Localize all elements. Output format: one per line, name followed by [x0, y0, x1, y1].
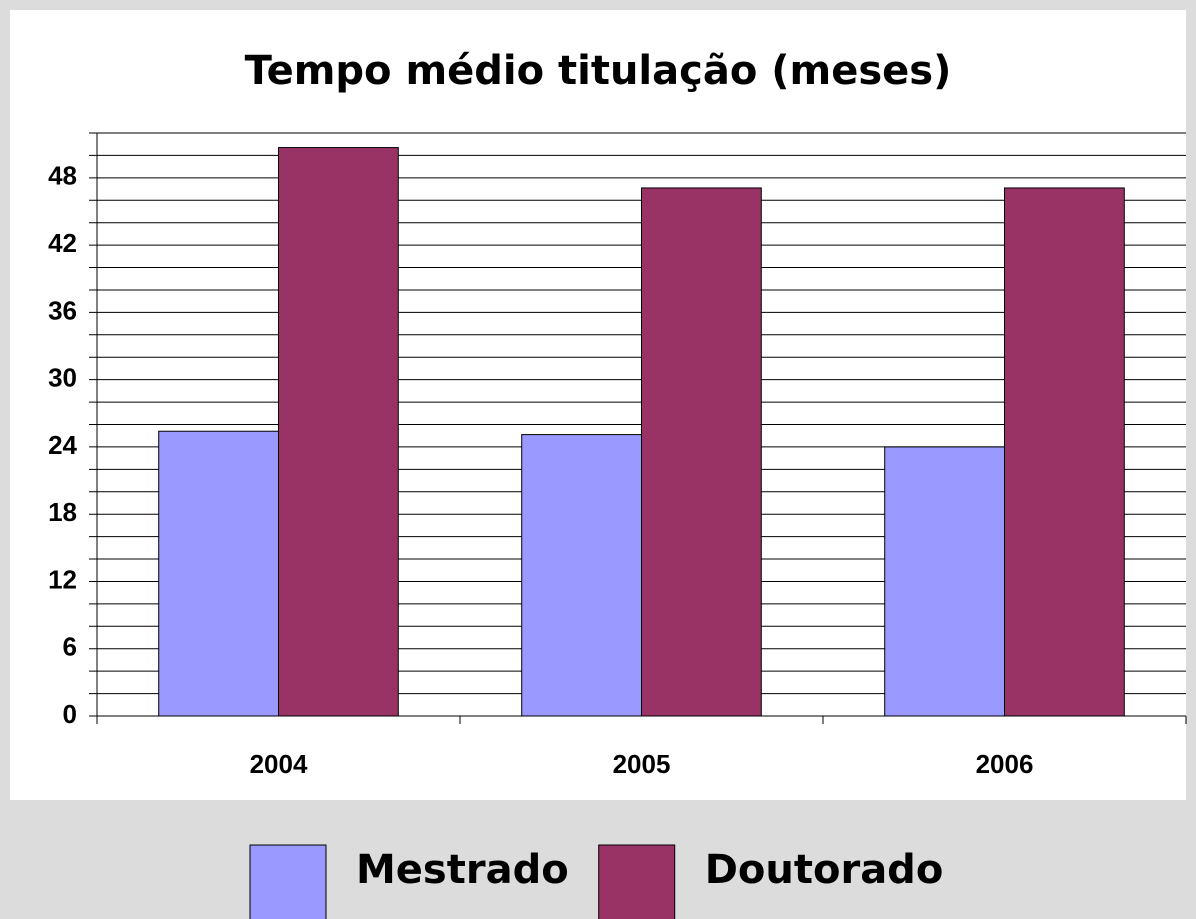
bar	[521, 434, 643, 717]
legend-swatch	[598, 844, 676, 919]
y-tick-label: 6	[63, 632, 77, 662]
y-tick-label: 18	[48, 497, 77, 527]
legend-swatch	[249, 844, 327, 919]
bar	[884, 446, 1006, 717]
bar	[641, 187, 762, 717]
y-tick-label: 36	[48, 295, 77, 325]
x-tick-label: 2004	[250, 749, 308, 779]
bar	[1004, 187, 1125, 717]
bar	[158, 430, 280, 717]
legend-label: Doutorado	[705, 847, 944, 893]
y-tick-label: 0	[63, 699, 77, 729]
y-tick-label: 12	[48, 564, 77, 594]
legend-label: Mestrado	[356, 847, 569, 893]
bar	[278, 147, 399, 717]
chart-title: Tempo médio titulação (meses)	[245, 48, 952, 94]
x-tick-label: 2006	[976, 749, 1034, 779]
x-tick-label: 2005	[613, 749, 671, 779]
y-tick-label: 42	[48, 228, 77, 258]
y-tick-label: 24	[48, 430, 77, 460]
y-tick-label: 48	[48, 161, 77, 191]
y-tick-label: 30	[48, 363, 77, 393]
